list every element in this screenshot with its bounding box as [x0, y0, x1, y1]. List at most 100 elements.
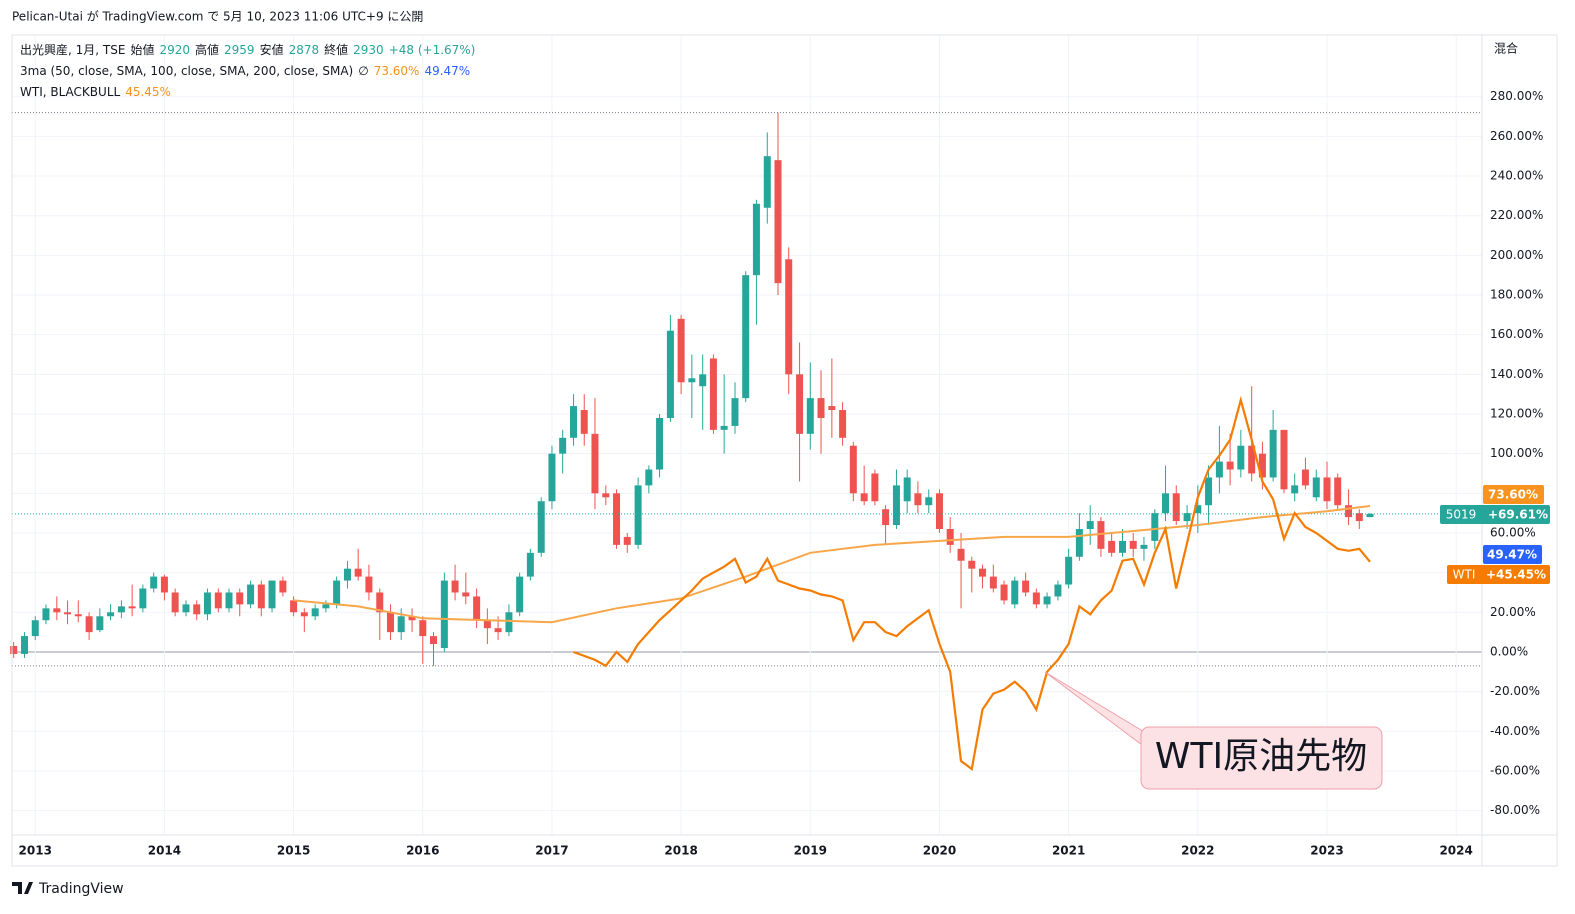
y-tick-label: 260.00%	[1490, 129, 1543, 143]
candle-body	[1205, 477, 1213, 506]
candle-body	[731, 398, 739, 426]
legend-item: 2920	[159, 43, 190, 57]
candle-body	[247, 584, 255, 605]
candle-body	[128, 606, 136, 609]
candle-body	[516, 576, 524, 613]
candle-body	[634, 485, 642, 545]
candle-body	[236, 592, 244, 605]
price-badges: 73.60% 5019 +69.61% 49.47% WTI +45.45%	[1440, 485, 1550, 584]
candle-body	[311, 608, 319, 617]
y-tick-label: 20.00%	[1490, 605, 1536, 619]
candle-body	[989, 576, 997, 589]
candle-body	[1065, 556, 1073, 585]
x-tick-label: 2019	[794, 844, 827, 858]
candle-body	[354, 568, 362, 577]
candle-body	[1280, 429, 1288, 490]
candle-body	[64, 612, 72, 615]
candle-body	[150, 576, 158, 589]
legend-row: 3ma (50, close, SMA, 100, close, SMA, 20…	[20, 64, 470, 78]
legend-item: 2959	[224, 43, 255, 57]
candle-body	[677, 318, 685, 383]
candle-body	[1075, 529, 1083, 557]
candle-body	[537, 501, 545, 553]
candle-body	[849, 445, 857, 494]
candle-body	[376, 592, 384, 613]
candle-body	[505, 612, 513, 633]
y-tick-label: 220.00%	[1490, 208, 1543, 222]
candle-body	[1022, 580, 1030, 593]
legend-row: 出光興産, 1月, TSE 始値 2920 高値 2959 安値 2878 終値 2930 +48…	[20, 42, 475, 57]
badge-text: WTI	[1453, 568, 1476, 582]
candle-body	[526, 552, 534, 577]
candle-body	[1162, 493, 1170, 514]
candle-body	[645, 469, 653, 486]
candle-body	[1366, 513, 1374, 518]
y-tick-label: -80.00%	[1490, 803, 1540, 817]
callout: WTI原油先物	[1044, 671, 1383, 790]
candle-body	[279, 580, 287, 593]
x-tick-label: 2017	[535, 844, 568, 858]
candle-body	[666, 330, 674, 418]
candle-body	[613, 493, 621, 545]
y-tick-label: 180.00%	[1490, 288, 1543, 302]
y-tick-label: -40.00%	[1490, 724, 1540, 738]
candle-body	[31, 620, 39, 637]
legend-item: 2930	[353, 43, 384, 57]
legend-item: 始値	[130, 42, 154, 57]
candle-body	[623, 536, 631, 545]
candle-body	[10, 646, 18, 654]
candle-body	[290, 600, 298, 613]
candle-body	[752, 203, 760, 276]
legend-item: ∅	[358, 64, 368, 78]
candle-body	[53, 608, 61, 613]
candle-body	[1011, 580, 1019, 605]
candle-body	[386, 612, 394, 633]
candle-body	[419, 620, 427, 637]
candle-body	[688, 378, 696, 383]
callout-joint	[1142, 733, 1150, 747]
candle-body	[408, 616, 416, 621]
y-tick-label: 280.00%	[1490, 89, 1543, 103]
candle-body	[882, 509, 890, 526]
series-line	[293, 505, 1371, 624]
candle-body	[978, 568, 986, 577]
candle-body	[1215, 461, 1223, 478]
x-tick-label: 2021	[1052, 844, 1085, 858]
candle-body	[742, 275, 750, 399]
candle-body	[580, 410, 588, 434]
candle-body	[96, 616, 104, 631]
y-tick-label: 60.00%	[1490, 525, 1536, 539]
candle-body	[214, 592, 222, 609]
candle-body	[699, 374, 707, 387]
badge-text: 49.47%	[1487, 548, 1537, 562]
candle-body	[85, 616, 93, 633]
candle-body	[440, 580, 448, 648]
candle-body	[806, 398, 814, 434]
candle-body	[1226, 461, 1234, 470]
candle-body	[203, 592, 211, 615]
legend-item: +48 (+1.67%)	[389, 43, 476, 57]
candle-body	[451, 580, 459, 593]
candle-body	[903, 477, 911, 502]
candle-body	[397, 616, 405, 633]
plot-area: -80.00% -60.00% -40.00% -20.00% 0.00% 20.00% 4…	[10, 35, 1543, 858]
candle-body	[1086, 521, 1094, 530]
published-note: Pelican-Utai が TradingView.com で 5月 10, …	[12, 9, 423, 24]
candle-body	[1054, 584, 1062, 597]
candle-body	[160, 576, 168, 593]
legend-item: 終値	[324, 42, 348, 57]
y-tick-label: 140.00%	[1490, 367, 1543, 381]
candle-body	[1301, 469, 1309, 486]
badge-text: +45.45%	[1486, 568, 1546, 582]
candle-body	[935, 493, 943, 530]
candle-body	[946, 529, 954, 545]
legend-item: 45.45%	[125, 85, 171, 99]
candle-body	[860, 493, 868, 502]
candle-body	[709, 358, 717, 430]
candle-body	[1323, 477, 1331, 502]
y-tick-label: -20.00%	[1490, 684, 1540, 698]
y-tick-label: 160.00%	[1490, 327, 1543, 341]
candle-body	[182, 604, 190, 613]
